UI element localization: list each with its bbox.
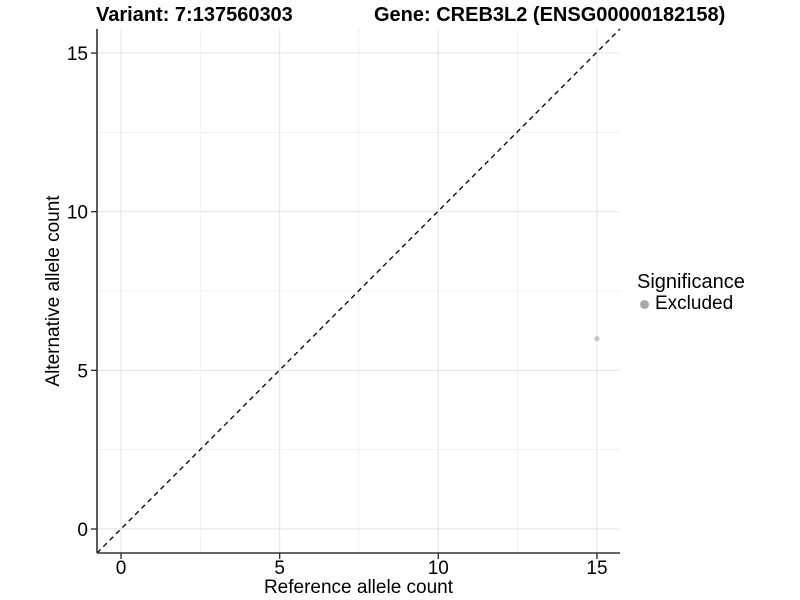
y-tick-label: 15 (67, 44, 88, 65)
y-axis-title: Alternative allele count (43, 195, 64, 387)
x-tick-label: 0 (116, 558, 127, 579)
legend-entry-label: Excluded (655, 293, 734, 314)
gene-title: Gene: CREB3L2 (ENSG00000182158) (374, 4, 726, 26)
x-tick-label: 15 (586, 558, 607, 579)
legend-entry: Excluded (637, 294, 745, 314)
y-tick-label: 10 (67, 203, 88, 224)
legend-title: Significance (637, 271, 745, 293)
x-tick-label: 10 (428, 558, 449, 579)
x-axis-title: Reference allele count (263, 577, 454, 598)
y-tick-label: 5 (77, 361, 88, 382)
data-point (594, 336, 600, 342)
x-tick-label: 5 (274, 558, 285, 579)
legend-key-dot-icon (640, 299, 649, 309)
identity-reference-line (96, 28, 621, 554)
y-tick-label: 0 (77, 520, 88, 541)
variant-title: Variant: 7:137560303 (96, 4, 293, 26)
legend: Significance Excluded (637, 271, 745, 314)
